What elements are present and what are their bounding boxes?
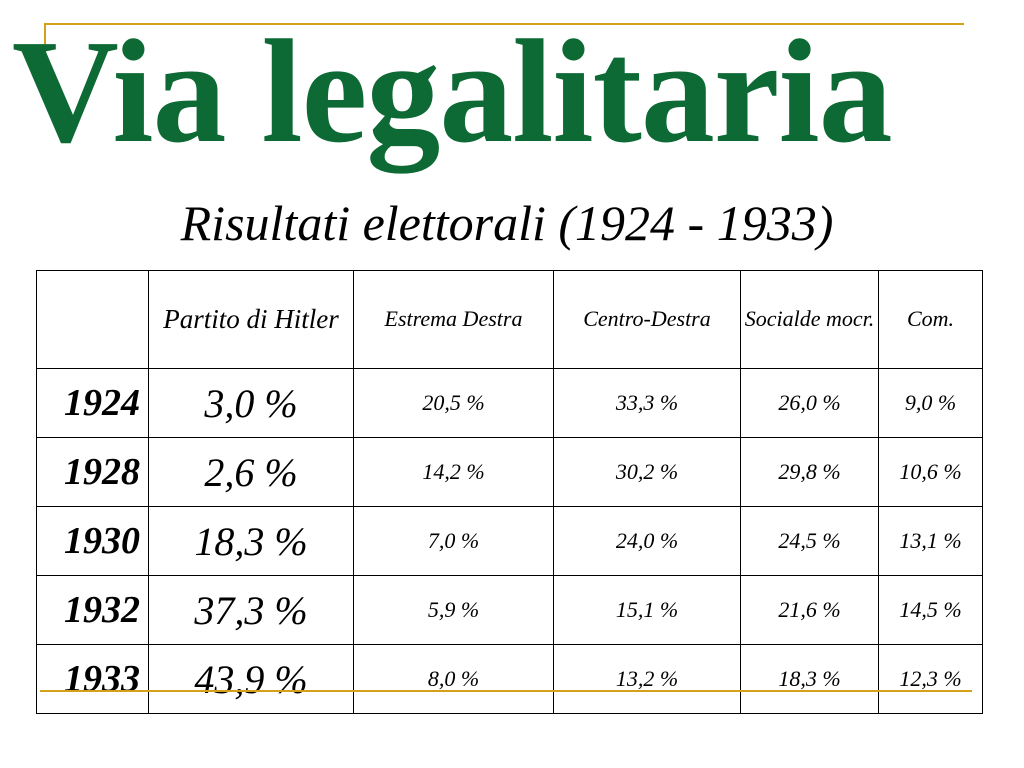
communists-cell: 12,3 % bbox=[878, 644, 983, 714]
year-cell: 1932 bbox=[36, 575, 149, 645]
slide-subtitle: Risultati elettorali (1924 - 1933) bbox=[180, 195, 834, 251]
extreme-right-cell: 20,5 % bbox=[353, 368, 554, 438]
year-cell: 1924 bbox=[36, 368, 149, 438]
extreme-right-cell: 5,9 % bbox=[353, 575, 554, 645]
hitler-cell: 37,3 % bbox=[148, 575, 354, 645]
extreme-right-cell: 7,0 % bbox=[353, 506, 554, 576]
hitler-cell: 2,6 % bbox=[148, 437, 354, 507]
social-democrats-cell: 29,8 % bbox=[740, 437, 879, 507]
bottom-decor-line bbox=[40, 690, 972, 692]
header-hitler-party: Partito di Hitler bbox=[148, 270, 354, 369]
table-header-row: Partito di Hitler Estrema Destra Centro-… bbox=[36, 270, 983, 369]
header-social-democrats: Socialde mocr. bbox=[740, 270, 879, 369]
table-row: 1924 3,0 % 20,5 % 33,3 % 26,0 % 9,0 % bbox=[36, 368, 983, 438]
center-right-cell: 24,0 % bbox=[553, 506, 741, 576]
year-cell: 1928 bbox=[36, 437, 149, 507]
extreme-right-cell: 8,0 % bbox=[353, 644, 554, 714]
center-right-cell: 30,2 % bbox=[553, 437, 741, 507]
slide-title: Via legalitaria bbox=[12, 10, 893, 174]
table-row: 1932 37,3 % 5,9 % 15,1 % 21,6 % 14,5 % bbox=[36, 575, 983, 645]
table-row: 1928 2,6 % 14,2 % 30,2 % 29,8 % 10,6 % bbox=[36, 437, 983, 507]
center-right-cell: 15,1 % bbox=[553, 575, 741, 645]
header-extreme-right: Estrema Destra bbox=[353, 270, 554, 369]
table-row: 1930 18,3 % 7,0 % 24,0 % 24,5 % 13,1 % bbox=[36, 506, 983, 576]
hitler-cell: 3,0 % bbox=[148, 368, 354, 438]
social-democrats-cell: 21,6 % bbox=[740, 575, 879, 645]
hitler-cell: 18,3 % bbox=[148, 506, 354, 576]
table-row: 1933 43,9 % 8,0 % 13,2 % 18,3 % 12,3 % bbox=[36, 644, 983, 714]
header-communists: Com. bbox=[878, 270, 983, 369]
year-cell: 1930 bbox=[36, 506, 149, 576]
election-results-table: Partito di Hitler Estrema Destra Centro-… bbox=[36, 270, 983, 714]
communists-cell: 9,0 % bbox=[878, 368, 983, 438]
social-democrats-cell: 26,0 % bbox=[740, 368, 879, 438]
communists-cell: 14,5 % bbox=[878, 575, 983, 645]
center-right-cell: 33,3 % bbox=[553, 368, 741, 438]
left-decor-line bbox=[44, 23, 46, 53]
social-democrats-cell: 18,3 % bbox=[740, 644, 879, 714]
hitler-cell: 43,9 % bbox=[148, 644, 354, 714]
communists-cell: 13,1 % bbox=[878, 506, 983, 576]
communists-cell: 10,6 % bbox=[878, 437, 983, 507]
center-right-cell: 13,2 % bbox=[553, 644, 741, 714]
social-democrats-cell: 24,5 % bbox=[740, 506, 879, 576]
header-empty-cell bbox=[36, 270, 149, 369]
header-center-right: Centro-Destra bbox=[553, 270, 741, 369]
top-decor-line bbox=[44, 23, 964, 25]
year-cell: 1933 bbox=[36, 644, 149, 714]
extreme-right-cell: 14,2 % bbox=[353, 437, 554, 507]
